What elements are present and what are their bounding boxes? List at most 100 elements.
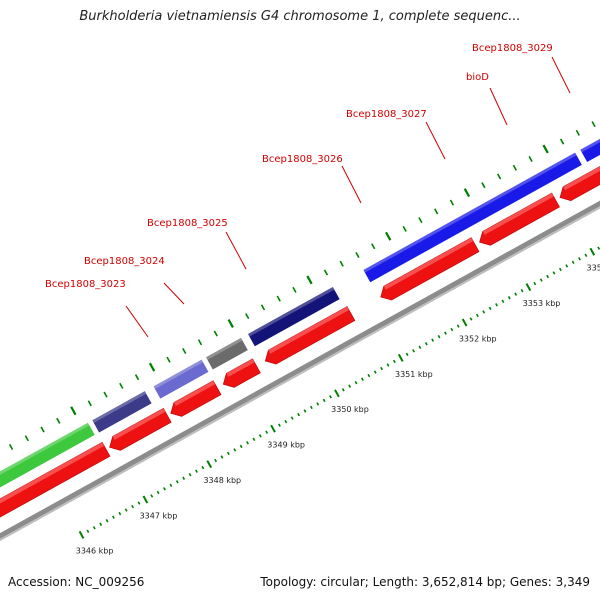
minor-kbp-tick bbox=[475, 313, 479, 318]
minor-kbp-tick bbox=[124, 508, 128, 512]
upper-tick bbox=[119, 382, 124, 389]
minor-kbp-tick bbox=[431, 338, 435, 342]
upper-tick bbox=[402, 225, 407, 232]
gene-slate[interactable] bbox=[92, 391, 152, 433]
minor-kbp-tick bbox=[246, 441, 249, 445]
minor-kbp-tick bbox=[501, 299, 505, 303]
leader-line-6 bbox=[489, 87, 508, 126]
upper-tick bbox=[306, 275, 313, 285]
minor-kbp-tick bbox=[578, 257, 581, 261]
red-arrow-sheen-4 bbox=[226, 358, 255, 377]
minor-kbp-tick bbox=[380, 366, 384, 371]
kbp-label: 3348 kbp bbox=[203, 476, 241, 485]
red-arrow-gene-6[interactable] bbox=[380, 237, 480, 301]
upper-tick bbox=[292, 286, 297, 293]
minor-kbp-tick bbox=[552, 271, 556, 275]
minor-kbp-tick bbox=[309, 405, 313, 410]
red-arrow-gene-4[interactable] bbox=[222, 358, 261, 388]
red-arrow-sheen-1 bbox=[0, 442, 105, 504]
gene-label-5: Bcep1808_3027 bbox=[346, 109, 427, 120]
backbone-line bbox=[0, 200, 600, 539]
minor-kbp-tick bbox=[488, 306, 492, 311]
upper-tick bbox=[433, 208, 439, 215]
minor-kbp-tick bbox=[99, 522, 103, 526]
kbp-label: 3347 kbp bbox=[140, 511, 178, 520]
gene-grey-sheen bbox=[206, 337, 243, 360]
gene-navy[interactable] bbox=[247, 286, 340, 347]
upper-tick bbox=[87, 400, 92, 407]
upper-tick bbox=[355, 251, 360, 259]
upper-tick bbox=[276, 295, 281, 302]
upper-tick bbox=[542, 144, 549, 154]
minor-kbp-tick bbox=[201, 465, 205, 470]
upper-tick bbox=[371, 243, 376, 250]
minor-kbp-tick bbox=[131, 504, 135, 509]
minor-kbp-tick bbox=[507, 296, 511, 300]
kbp-label: 3350 kbp bbox=[331, 405, 369, 414]
kbp-scale: 3346 kbp 3347 kbp 3348 kbp 3349 kbp 3350 kbp… bbox=[76, 264, 600, 556]
tick-marks bbox=[8, 121, 600, 539]
leader-line-4 bbox=[341, 165, 362, 204]
minor-kbp-tick bbox=[303, 409, 307, 413]
gene-tracks[interactable] bbox=[0, 100, 600, 529]
minor-kbp-tick bbox=[290, 416, 294, 420]
major-kbp-tick bbox=[270, 424, 276, 433]
minor-kbp-tick bbox=[584, 253, 588, 257]
minor-kbp-tick bbox=[469, 317, 473, 321]
minor-kbp-tick bbox=[539, 278, 543, 282]
gene-lavender[interactable] bbox=[153, 359, 209, 399]
gene-blue-right[interactable] bbox=[580, 100, 600, 162]
gene-blue-long[interactable] bbox=[363, 152, 582, 283]
minor-kbp-tick bbox=[418, 345, 422, 349]
summary-text: Topology: circular; Length: 3,652,814 bp… bbox=[260, 575, 590, 589]
minor-kbp-tick bbox=[316, 402, 320, 406]
gene-green-sheen bbox=[0, 422, 90, 475]
kbp-label: 3349 kbp bbox=[267, 441, 305, 450]
minor-kbp-tick bbox=[137, 501, 141, 505]
minor-kbp-tick bbox=[86, 529, 90, 534]
upper-tick bbox=[148, 362, 156, 372]
minor-kbp-tick bbox=[105, 519, 109, 523]
upper-tick bbox=[528, 156, 533, 163]
gene-grey[interactable] bbox=[206, 337, 248, 370]
gene-label-3: Bcep1808_3025 bbox=[147, 218, 228, 229]
gene-label-1: Bcep1808_3023 bbox=[45, 279, 126, 290]
upper-tick bbox=[8, 443, 14, 451]
minor-kbp-tick bbox=[341, 388, 345, 392]
minor-kbp-tick bbox=[392, 359, 396, 364]
minor-kbp-tick bbox=[188, 473, 192, 477]
map-title: Burkholderia vietnamiensis G4 chromosome… bbox=[79, 9, 521, 24]
minor-kbp-tick bbox=[265, 430, 269, 434]
upper-tick bbox=[481, 182, 486, 189]
minor-kbp-tick bbox=[182, 476, 186, 480]
upper-tick bbox=[559, 138, 565, 145]
major-kbp-tick bbox=[142, 495, 149, 504]
minor-kbp-tick bbox=[450, 327, 454, 332]
upper-tick bbox=[575, 129, 580, 136]
upper-tick bbox=[323, 269, 329, 276]
red-arrow-sheen-7 bbox=[482, 193, 554, 235]
upper-tick bbox=[463, 188, 471, 198]
minor-kbp-tick bbox=[565, 264, 569, 268]
upper-tick bbox=[245, 313, 250, 320]
gene-label-4: Bcep1808_3026 bbox=[262, 154, 343, 165]
gene-green[interactable] bbox=[0, 422, 95, 510]
kbp-label: 3354 kbp bbox=[587, 264, 600, 273]
gene-labels: Bcep1808_3023 Bcep1808_3024 Bcep1808_3025 B… bbox=[45, 43, 571, 338]
backbone bbox=[0, 200, 600, 542]
leader-line-5 bbox=[425, 121, 446, 160]
minor-kbp-tick bbox=[92, 526, 96, 530]
upper-tick bbox=[418, 217, 423, 224]
upper-tick bbox=[40, 426, 45, 433]
major-kbp-tick bbox=[334, 389, 340, 398]
minor-kbp-tick bbox=[220, 455, 224, 459]
minor-kbp-tick bbox=[571, 260, 575, 265]
upper-tick bbox=[227, 319, 234, 328]
minor-kbp-tick bbox=[597, 246, 600, 250]
upper-tick bbox=[385, 231, 392, 241]
major-kbp-tick bbox=[589, 247, 596, 256]
minor-kbp-tick bbox=[252, 437, 256, 442]
red-arrow-sheen-6 bbox=[383, 237, 474, 290]
upper-tick bbox=[166, 356, 171, 363]
